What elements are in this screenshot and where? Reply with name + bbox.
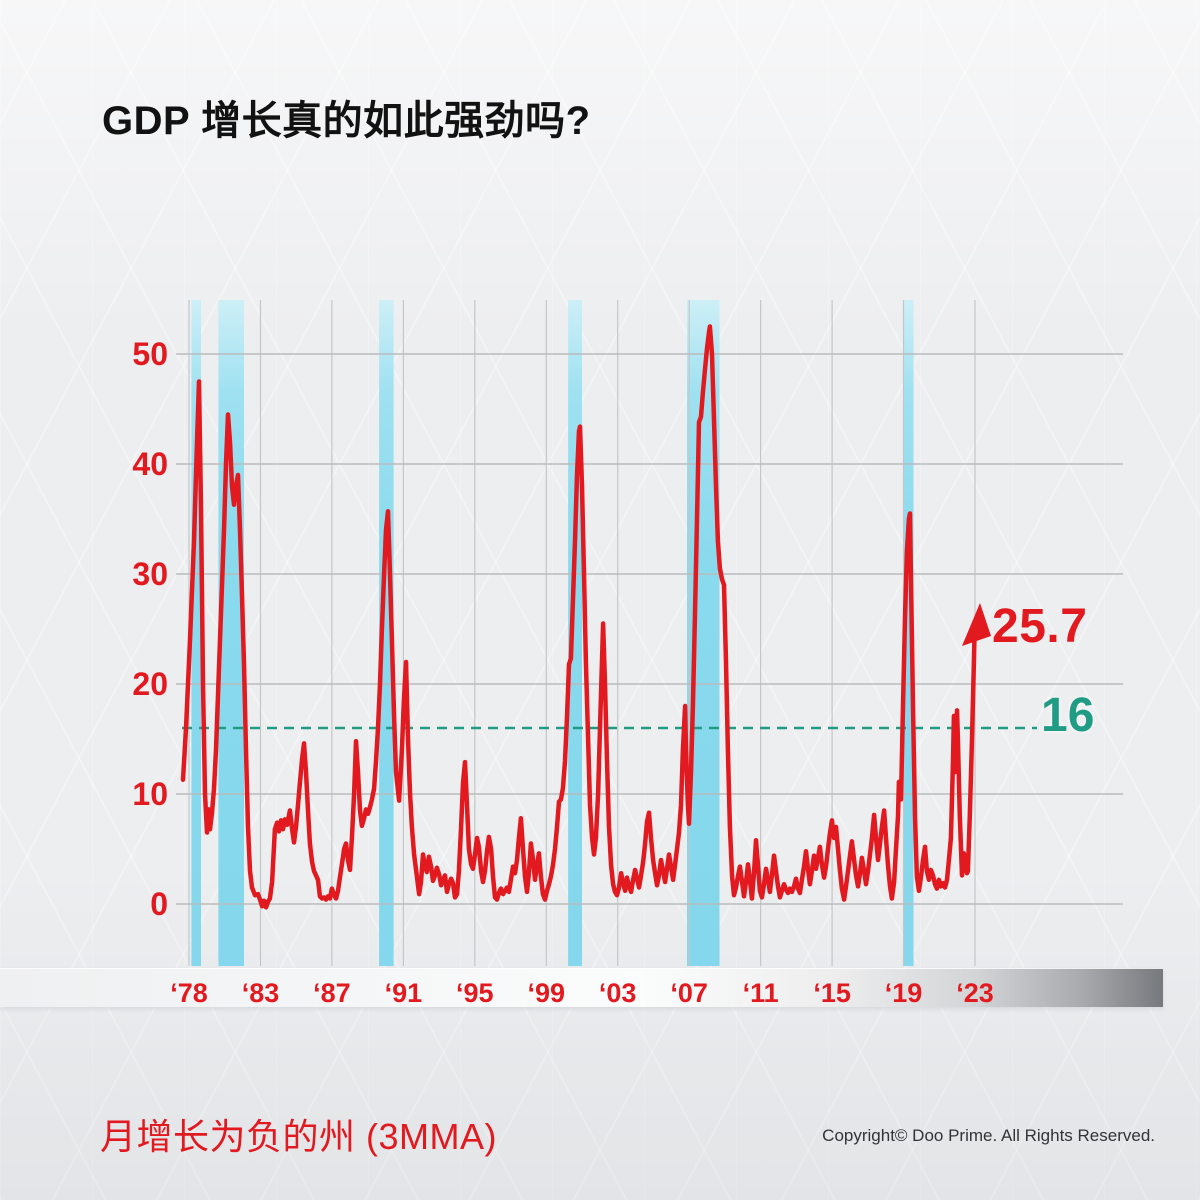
- y-axis-label: 10: [132, 776, 168, 812]
- copyright-text: Copyright© Doo Prime. All Rights Reserve…: [822, 1126, 1155, 1145]
- reference-value-label: 16: [1041, 689, 1095, 742]
- end-value-label: 25.7: [992, 600, 1088, 653]
- x-axis-label: ‘95: [456, 978, 494, 1008]
- recession-band: [379, 300, 394, 966]
- x-axis-label: ‘87: [313, 978, 351, 1008]
- page-title: GDP 增长真的如此强劲吗?: [102, 99, 591, 143]
- y-axis-label: 40: [132, 446, 168, 482]
- x-axis-shelf: [0, 968, 1163, 1007]
- recession-band: [218, 300, 244, 966]
- recession-band: [191, 300, 201, 966]
- x-axis-label: ‘03: [598, 978, 637, 1008]
- x-axis-label: ‘15: [813, 978, 851, 1008]
- y-axis-label: 20: [132, 666, 168, 702]
- chart-caption: 月增长为负的州 (3MMA): [100, 1116, 497, 1157]
- x-axis-label: ‘99: [527, 978, 566, 1008]
- recession-band: [903, 300, 914, 966]
- x-axis-label: ‘91: [384, 978, 423, 1008]
- x-axis-label: ‘23: [956, 978, 994, 1008]
- x-axis-label: ‘11: [742, 978, 779, 1008]
- y-axis-label: 50: [132, 336, 168, 372]
- y-axis-label: 30: [132, 556, 168, 592]
- y-axis-label: 0: [150, 886, 168, 922]
- x-axis-label: ‘19: [884, 978, 923, 1008]
- x-axis-label: ‘83: [241, 978, 280, 1008]
- arrow-up-icon: [962, 603, 991, 646]
- x-axis-label: ‘07: [670, 978, 708, 1008]
- series-line: [180, 324, 978, 910]
- x-axis-label: ‘78: [170, 978, 208, 1008]
